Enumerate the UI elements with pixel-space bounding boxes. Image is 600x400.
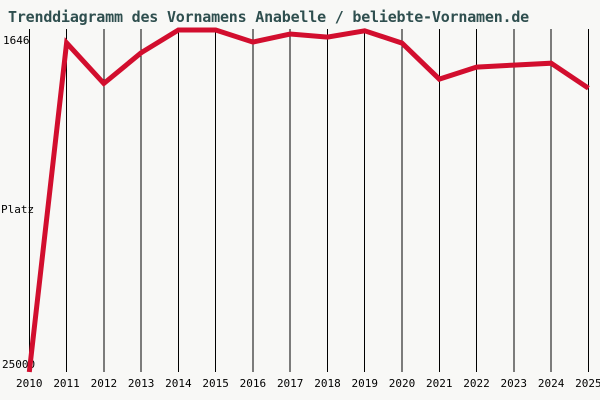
x-tick-label-2015: 2015	[202, 377, 229, 390]
y-axis-title-platz: Platz	[1, 203, 35, 216]
x-tick-label-2020: 2020	[388, 377, 416, 390]
trend-line-anabelle	[26, 27, 590, 373]
x-tick-label-2021: 2021	[426, 377, 453, 390]
y-axis-worst-rank-label: 25000	[2, 358, 36, 371]
x-tick-label-2014: 2014	[165, 377, 192, 390]
y-axis-best-rank-label: 1646	[3, 34, 30, 47]
x-tick-label-2016: 2016	[239, 377, 267, 390]
x-tick-label-2025: 2025	[575, 377, 600, 390]
x-tick-label-2017: 2017	[276, 377, 304, 390]
x-tick-label-2011: 2011	[53, 377, 80, 390]
x-tick-label-2013: 2013	[127, 377, 155, 390]
x-tick-label-2023: 2023	[500, 377, 528, 390]
x-tick-label-2024: 2024	[537, 377, 565, 390]
x-tick-label-2010: 2010	[16, 377, 43, 390]
x-tick-label-2012: 2012	[90, 377, 118, 390]
x-tick-label-2022: 2022	[463, 377, 490, 390]
x-tick-label-2018: 2018	[314, 377, 341, 390]
chart-title: Trenddiagramm des Vornamens Anabelle / b…	[8, 8, 530, 26]
x-tick-label-2019: 2019	[351, 377, 378, 390]
